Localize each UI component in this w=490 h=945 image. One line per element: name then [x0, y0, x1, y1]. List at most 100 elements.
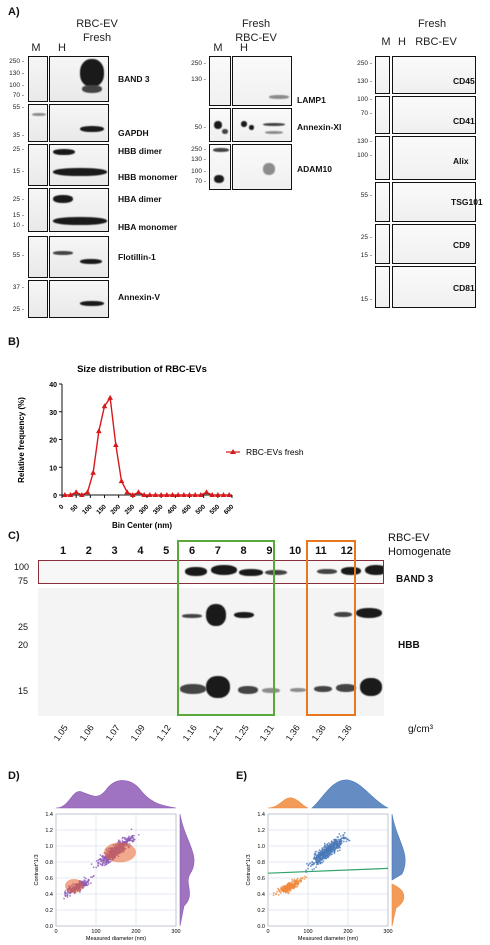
- scatter-point: [90, 863, 93, 866]
- mw-label: 55 -: [12, 252, 24, 259]
- scatter-point: [327, 844, 330, 847]
- scatter-point: [338, 839, 341, 842]
- data-point: [181, 492, 187, 497]
- x-tick-label: 0: [266, 929, 269, 935]
- scatter-point: [303, 878, 306, 880]
- scatter-point: [92, 866, 95, 869]
- scatter-point: [95, 866, 98, 869]
- scatter-point: [315, 855, 318, 858]
- scatter-point: [305, 869, 307, 872]
- scatter-point: [66, 896, 69, 898]
- sample-header-line1: RBC-EV: [76, 18, 118, 30]
- scatter-point: [92, 875, 95, 878]
- x-tick-label: 300: [383, 929, 392, 935]
- sample-header-line1: Fresh: [241, 18, 271, 30]
- fraction-number: 6: [188, 545, 196, 557]
- scatter-point: [314, 858, 317, 861]
- data-point: [84, 489, 91, 495]
- fraction-number: 12: [340, 545, 353, 557]
- hbb-label: HBB: [398, 640, 420, 651]
- protein-label: HBA dimer: [118, 194, 162, 204]
- blot-marker-annexin-v: [28, 280, 48, 318]
- scatter-point: [317, 853, 320, 856]
- scatter-point: [130, 828, 133, 831]
- scatter-point: [291, 878, 294, 881]
- blot-marker-tsg101: [375, 182, 390, 222]
- scatter-point: [311, 861, 314, 864]
- scatter-point: [318, 849, 321, 851]
- scatter-point: [322, 850, 324, 852]
- plot-area: [267, 813, 389, 927]
- scatter-point: [305, 862, 308, 865]
- y-axis-label: Contrast^1/3: [246, 854, 252, 885]
- scatter-point: [313, 867, 315, 870]
- scatter-point: [109, 860, 112, 863]
- scatter-point: [320, 856, 323, 859]
- x-tick-label: 350: [152, 503, 165, 516]
- scatter-point: [327, 853, 330, 856]
- scatter-point: [83, 884, 85, 886]
- x-tick-label: 300: [171, 929, 180, 935]
- scatter-point: [329, 843, 332, 846]
- scatter-point: [133, 834, 135, 837]
- sample-header-line2: RBC-EV: [415, 36, 457, 48]
- scatter-point: [123, 836, 126, 839]
- blot-cd81: [392, 266, 476, 308]
- scatter-point: [337, 836, 340, 838]
- gradient-header-line1: RBC-EV: [388, 532, 430, 544]
- mw-label: 35 -: [12, 132, 24, 139]
- scatter-point: [334, 841, 337, 844]
- scatter-point: [131, 835, 134, 837]
- protein-label: CD41: [453, 116, 475, 126]
- y-tick-label: 0.8: [45, 860, 53, 866]
- blot-marker-annexin-xi: [209, 108, 231, 142]
- scatter-point: [332, 845, 335, 848]
- scatter-point: [276, 890, 279, 893]
- y-tick-label: 40: [49, 382, 57, 389]
- protein-label: HBB dimer: [118, 146, 162, 156]
- protein-label: HBB monomer: [118, 172, 178, 182]
- scatter-point: [129, 836, 132, 839]
- scatter-point: [119, 840, 122, 843]
- scatter-point: [131, 840, 134, 843]
- density-label: 1.21: [206, 722, 225, 744]
- data-point: [90, 469, 96, 475]
- protein-label: BAND 3: [118, 74, 150, 84]
- marginal-histogram-top-high: [311, 779, 389, 809]
- protein-label: LAMP1: [297, 95, 326, 105]
- mw-label: 130 -: [357, 78, 372, 85]
- mw-label: 15: [18, 686, 29, 696]
- data-point: [226, 492, 232, 497]
- fraction-number: 2: [85, 545, 92, 557]
- data-point: [141, 492, 147, 497]
- mw-label: 15 -: [12, 168, 24, 175]
- data-point: [113, 442, 119, 448]
- protein-label: CD81: [453, 283, 475, 293]
- scatter-point: [99, 854, 102, 856]
- scatter-point: [307, 863, 310, 866]
- fraction-number: 10: [289, 545, 302, 557]
- data-point: [198, 492, 204, 497]
- x-tick-label: 200: [343, 929, 352, 935]
- protein-label: Alix: [453, 156, 469, 166]
- blot-cd45: [392, 56, 476, 94]
- scatter-point: [317, 858, 320, 861]
- mw-label: 100 -: [9, 82, 24, 89]
- scatter-point: [333, 847, 336, 850]
- scatter-point: [293, 886, 296, 889]
- blot-gapdh: [49, 104, 109, 142]
- scatter-point: [117, 839, 120, 842]
- scatter-point: [87, 883, 90, 885]
- scatter-point: [84, 877, 87, 880]
- scatter-point: [330, 840, 333, 843]
- density-label: 1.31: [258, 722, 277, 744]
- scatter-point: [293, 878, 296, 881]
- scatter-point: [311, 868, 314, 871]
- scatter-point: [101, 855, 104, 857]
- blot-marker-lamp1: [209, 56, 231, 106]
- y-tick-label: 1.2: [257, 828, 265, 834]
- panel-b-label: B): [8, 336, 20, 348]
- mw-label: 70 -: [360, 110, 372, 117]
- marginal-histogram-top-low: [267, 797, 309, 809]
- mw-label: 10 -: [12, 222, 24, 229]
